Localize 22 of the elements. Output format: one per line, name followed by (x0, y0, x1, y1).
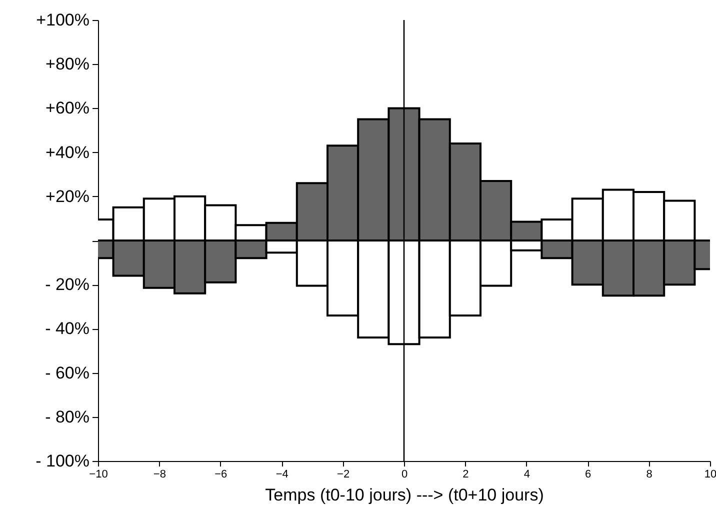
x-tick-label: −6 (214, 468, 228, 480)
x-tick-label: 8 (646, 468, 652, 480)
y-tick-label: - 60% (45, 363, 90, 382)
x-tick-label: 2 (462, 468, 469, 480)
y-tick-label: +100% (36, 10, 90, 30)
y-tick-label: +60% (46, 98, 90, 118)
x-tick-label: −2 (337, 468, 350, 480)
x-tick-label: −10 (89, 468, 108, 480)
y-tick-label: +20% (46, 186, 90, 206)
x-tick-label: 6 (585, 468, 592, 480)
y-tick-label: - 20% (45, 275, 90, 294)
x-tick-label: −8 (153, 468, 166, 480)
x-tick-label: 0 (401, 468, 408, 480)
x-tick-label: 4 (524, 468, 530, 480)
y-tick-label: +40% (46, 142, 90, 162)
x-tick-label: 10 (704, 468, 716, 480)
y-tick-label: - 80% (45, 407, 90, 426)
x-tick-label: −4 (276, 468, 288, 480)
y-tick-label: - 40% (45, 319, 90, 338)
y-tick-label: +80% (46, 54, 90, 74)
x-axis-title: Temps (t0-10 jours) ---> (t0+10 jours) (265, 486, 544, 504)
y-tick-label: - 100% (36, 452, 90, 470)
